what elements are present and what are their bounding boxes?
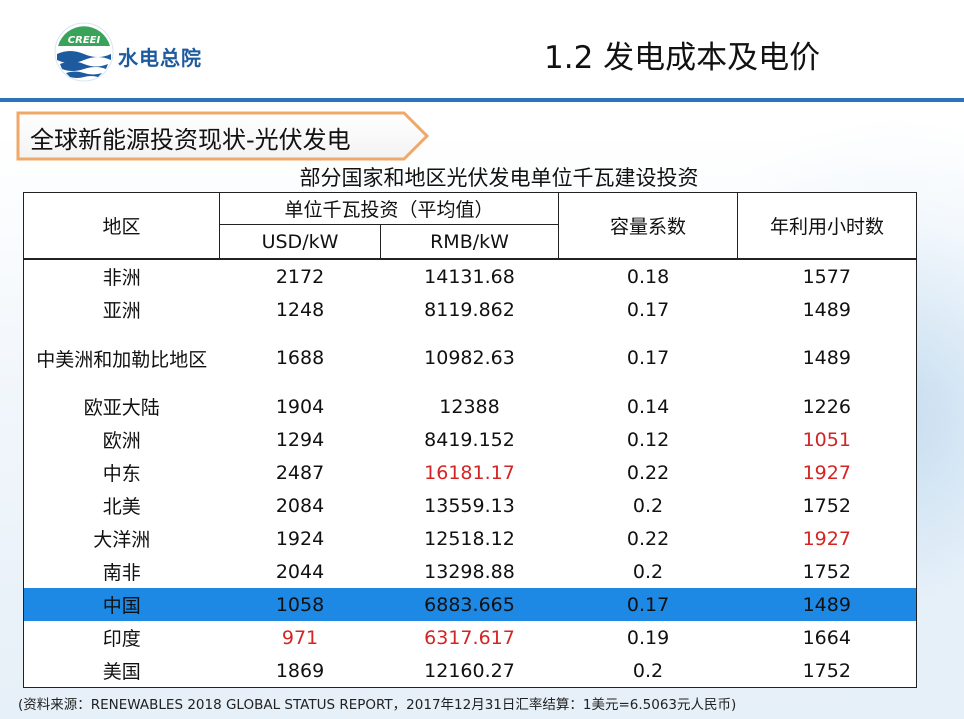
header-annual-hours: 年利用小时数 (737, 192, 918, 260)
cell-usd: 2084 (219, 489, 381, 522)
cell-rmb: 6883.665 (380, 588, 559, 621)
cell-usd: 2172 (219, 259, 381, 293)
table-row: 非洲 2172 14131.68 0.18 1577 (23, 259, 918, 293)
header-usd: USD/kW (219, 224, 381, 260)
header-rmb: RMB/kW (379, 224, 560, 260)
cell-rmb: 13559.13 (380, 489, 559, 522)
creei-logo: CREEI 水电总院 (52, 20, 222, 84)
cell-capacity-factor: 0.17 (558, 293, 738, 326)
cell-region: 美国 (23, 654, 220, 688)
svg-text:CREEI: CREEI (68, 35, 101, 46)
table-row: 美国 1869 12160.27 0.2 1752 (23, 654, 918, 688)
cell-annual-hours: 1664 (737, 621, 918, 654)
cell-usd: 2044 (219, 555, 381, 588)
source-note: (资料来源：RENEWABLES 2018 GLOBAL STATUS REPO… (18, 697, 737, 713)
cell-rmb: 14131.68 (380, 259, 559, 293)
table-row: 中美洲和加勒比地区 1688 10982.63 0.17 1489 (23, 326, 918, 390)
cell-annual-hours: 1489 (737, 588, 918, 621)
section-tag-shape (16, 111, 430, 161)
table-title: 部分国家和地区光伏发电单位千瓦建设投资 (299, 166, 699, 190)
header-investment-group: 单位千瓦投资（平均值） (218, 192, 560, 225)
cell-rmb: 12518.12 (380, 522, 559, 555)
org-name: 水电总院 (118, 46, 202, 70)
header-divider (0, 98, 964, 102)
header-capacity-factor: 容量系数 (558, 192, 739, 260)
cell-usd: 1924 (219, 522, 381, 555)
cell-usd: 971 (219, 621, 381, 654)
slide-title: 1.2 发电成本及电价 (544, 40, 821, 76)
table-row: 南非 2044 13298.88 0.2 1752 (23, 555, 918, 588)
cell-annual-hours: 1489 (737, 293, 918, 326)
cell-region: 欧亚大陆 (23, 390, 220, 423)
cell-annual-hours: 1489 (737, 326, 918, 390)
cell-rmb: 12388 (380, 390, 559, 423)
table-row: 大洋洲 1924 12518.12 0.22 1927 (23, 522, 918, 555)
table-row: 欧洲 1294 8419.152 0.12 1051 (23, 423, 918, 456)
cell-region: 亚洲 (23, 293, 220, 326)
cell-annual-hours: 1752 (737, 555, 918, 588)
cell-region: 非洲 (23, 259, 220, 293)
cell-capacity-factor: 0.22 (558, 456, 738, 489)
investment-table: 地区 单位千瓦投资（平均值） 容量系数 年利用小时数 USD/kW RMB/kW… (23, 192, 918, 688)
table-row: 欧亚大陆 1904 12388 0.14 1226 (23, 390, 918, 423)
cell-rmb: 12160.27 (380, 654, 559, 688)
cell-usd: 1904 (219, 390, 381, 423)
cell-region: 印度 (23, 621, 220, 654)
creei-logo-icon: CREEI (54, 22, 114, 82)
table-row: 中东 2487 16181.17 0.22 1927 (23, 456, 918, 489)
cell-annual-hours: 1927 (737, 522, 918, 555)
table-row-highlighted: 中国 1058 6883.665 0.17 1489 (23, 588, 918, 621)
cell-region: 北美 (23, 489, 220, 522)
table-row: 北美 2084 13559.13 0.2 1752 (23, 489, 918, 522)
table-row: 印度 971 6317.617 0.19 1664 (23, 621, 918, 654)
cell-annual-hours: 1051 (737, 423, 918, 456)
cell-rmb: 16181.17 (380, 456, 559, 489)
cell-rmb: 10982.63 (380, 326, 559, 390)
header-region: 地区 (23, 192, 220, 260)
cell-capacity-factor: 0.22 (558, 522, 738, 555)
cell-usd: 2487 (219, 456, 381, 489)
cell-annual-hours: 1752 (737, 654, 918, 688)
cell-rmb: 8119.862 (380, 293, 559, 326)
cell-capacity-factor: 0.2 (558, 489, 738, 522)
cell-usd: 1294 (219, 423, 381, 456)
cell-usd: 1688 (219, 326, 381, 390)
cell-capacity-factor: 0.17 (558, 588, 738, 621)
cell-capacity-factor: 0.18 (558, 259, 738, 293)
cell-annual-hours: 1752 (737, 489, 918, 522)
cell-capacity-factor: 0.2 (558, 654, 738, 688)
cell-rmb: 13298.88 (380, 555, 559, 588)
cell-region: 大洋洲 (23, 522, 220, 555)
cell-capacity-factor: 0.19 (558, 621, 738, 654)
cell-annual-hours: 1927 (737, 456, 918, 489)
cell-capacity-factor: 0.2 (558, 555, 738, 588)
cell-capacity-factor: 0.12 (558, 423, 738, 456)
cell-region: 欧洲 (23, 423, 220, 456)
cell-annual-hours: 1577 (737, 259, 918, 293)
cell-region: 中国 (23, 588, 220, 621)
cell-capacity-factor: 0.17 (558, 326, 738, 390)
section-title: 全球新能源投资现状-光伏发电 (30, 126, 351, 154)
cell-usd: 1869 (219, 654, 381, 688)
table-row: 亚洲 1248 8119.862 0.17 1489 (23, 293, 918, 326)
cell-region: 南非 (23, 555, 220, 588)
cell-capacity-factor: 0.14 (558, 390, 738, 423)
cell-region: 中东 (23, 456, 220, 489)
cell-annual-hours: 1226 (737, 390, 918, 423)
cell-usd: 1058 (219, 588, 381, 621)
section-tag: 全球新能源投资现状-光伏发电 (16, 111, 430, 161)
cell-region: 中美洲和加勒比地区 (23, 326, 220, 390)
cell-rmb: 8419.152 (380, 423, 559, 456)
cell-usd: 1248 (219, 293, 381, 326)
cell-rmb: 6317.617 (380, 621, 559, 654)
